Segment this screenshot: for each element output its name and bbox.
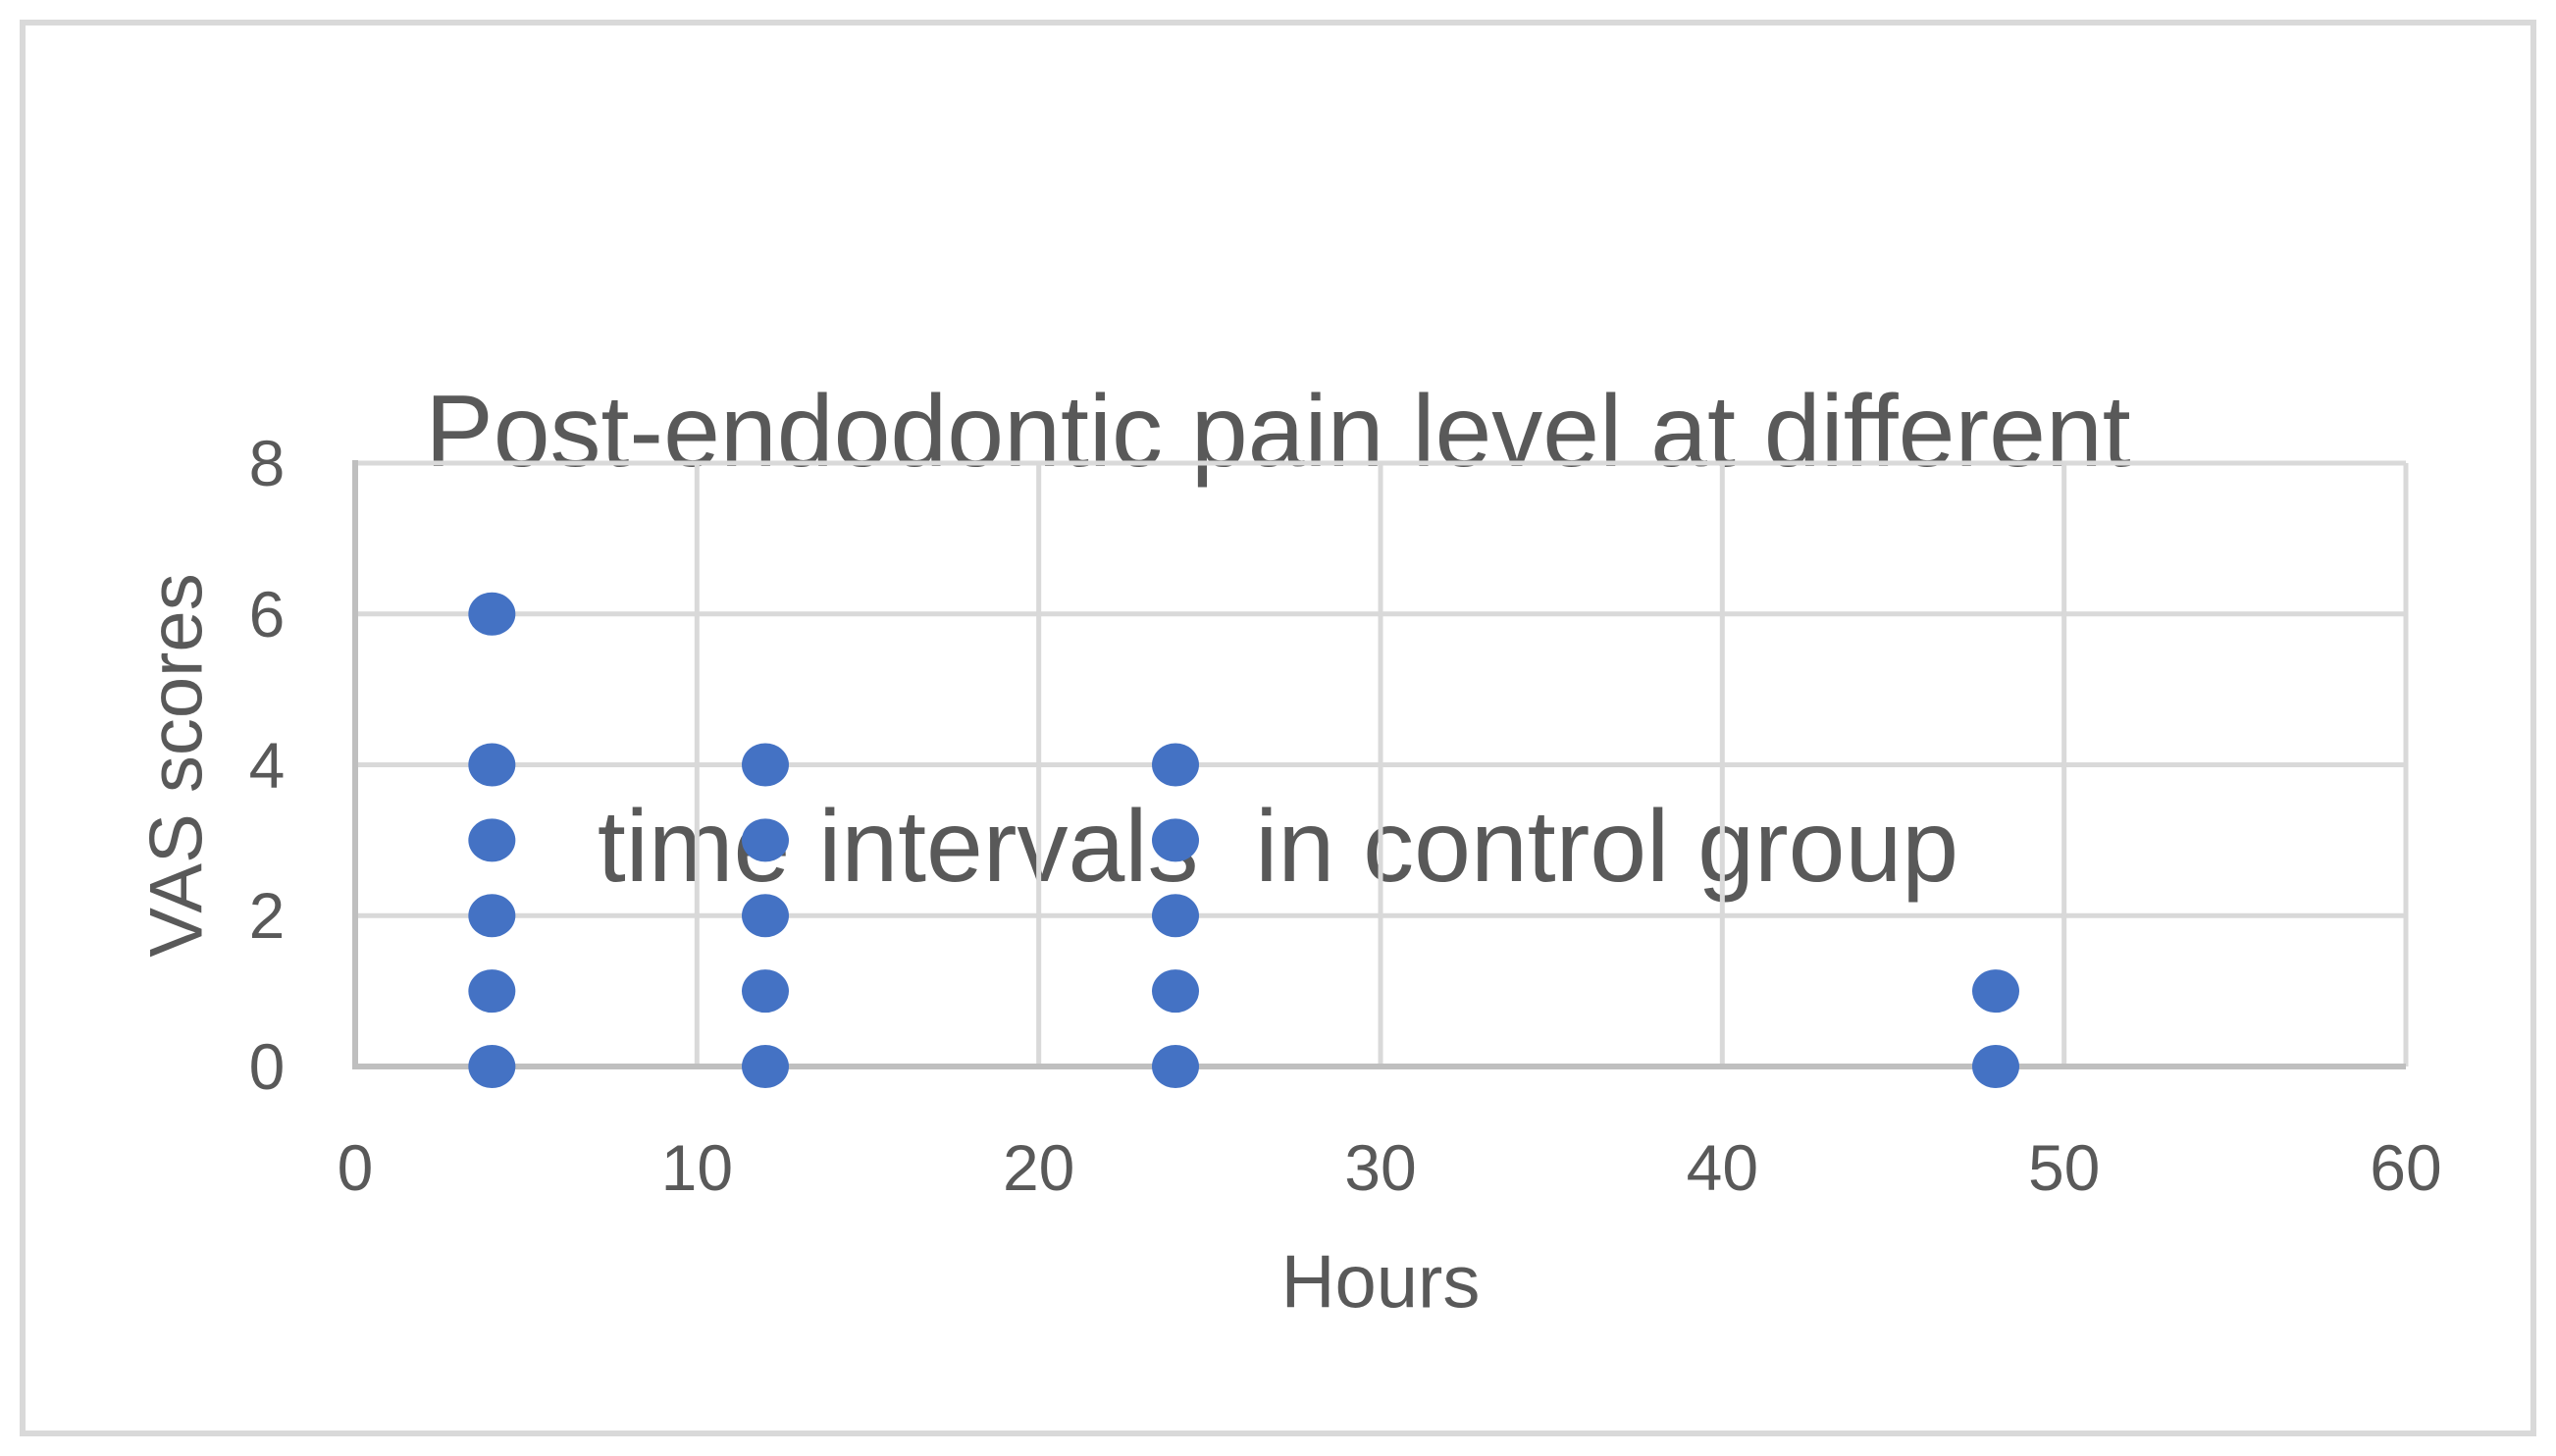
y-tick-label: 6 xyxy=(248,577,286,650)
data-point xyxy=(1972,969,2019,1014)
data-point xyxy=(1152,743,1199,787)
chart-title: Post-endodontic pain level at different … xyxy=(0,86,2556,1193)
x-tick-label: 10 xyxy=(660,1131,734,1204)
x-tick-label: 40 xyxy=(1686,1131,1759,1204)
y-tick-label: 0 xyxy=(248,1030,286,1103)
data-point xyxy=(1972,1045,2019,1088)
data-point xyxy=(468,969,516,1014)
x-tick-label: 30 xyxy=(1344,1131,1417,1204)
data-point xyxy=(1152,969,1199,1014)
y-tick-label: 2 xyxy=(248,879,286,953)
data-point xyxy=(468,743,516,787)
x-tick-label: 20 xyxy=(1002,1131,1075,1204)
x-axis-title: Hours xyxy=(1280,1240,1481,1325)
data-point xyxy=(742,969,789,1014)
data-point xyxy=(468,894,516,938)
data-point xyxy=(1152,1045,1199,1088)
data-point xyxy=(468,1045,516,1088)
data-point xyxy=(742,818,789,862)
chart-border xyxy=(20,20,2536,1436)
data-point xyxy=(468,592,516,636)
chart-title-line2: time intervals in control group xyxy=(597,790,1959,904)
data-point xyxy=(1152,818,1199,862)
x-tick-label: 60 xyxy=(2370,1131,2442,1204)
data-point xyxy=(742,743,789,787)
y-tick-label: 8 xyxy=(248,427,286,499)
data-point xyxy=(1152,894,1199,938)
data-point xyxy=(742,894,789,938)
x-tick-label: 50 xyxy=(2027,1131,2101,1204)
data-point xyxy=(468,818,516,862)
data-point xyxy=(742,1045,789,1088)
x-tick-label: 0 xyxy=(337,1131,374,1204)
y-tick-label: 4 xyxy=(248,728,286,802)
